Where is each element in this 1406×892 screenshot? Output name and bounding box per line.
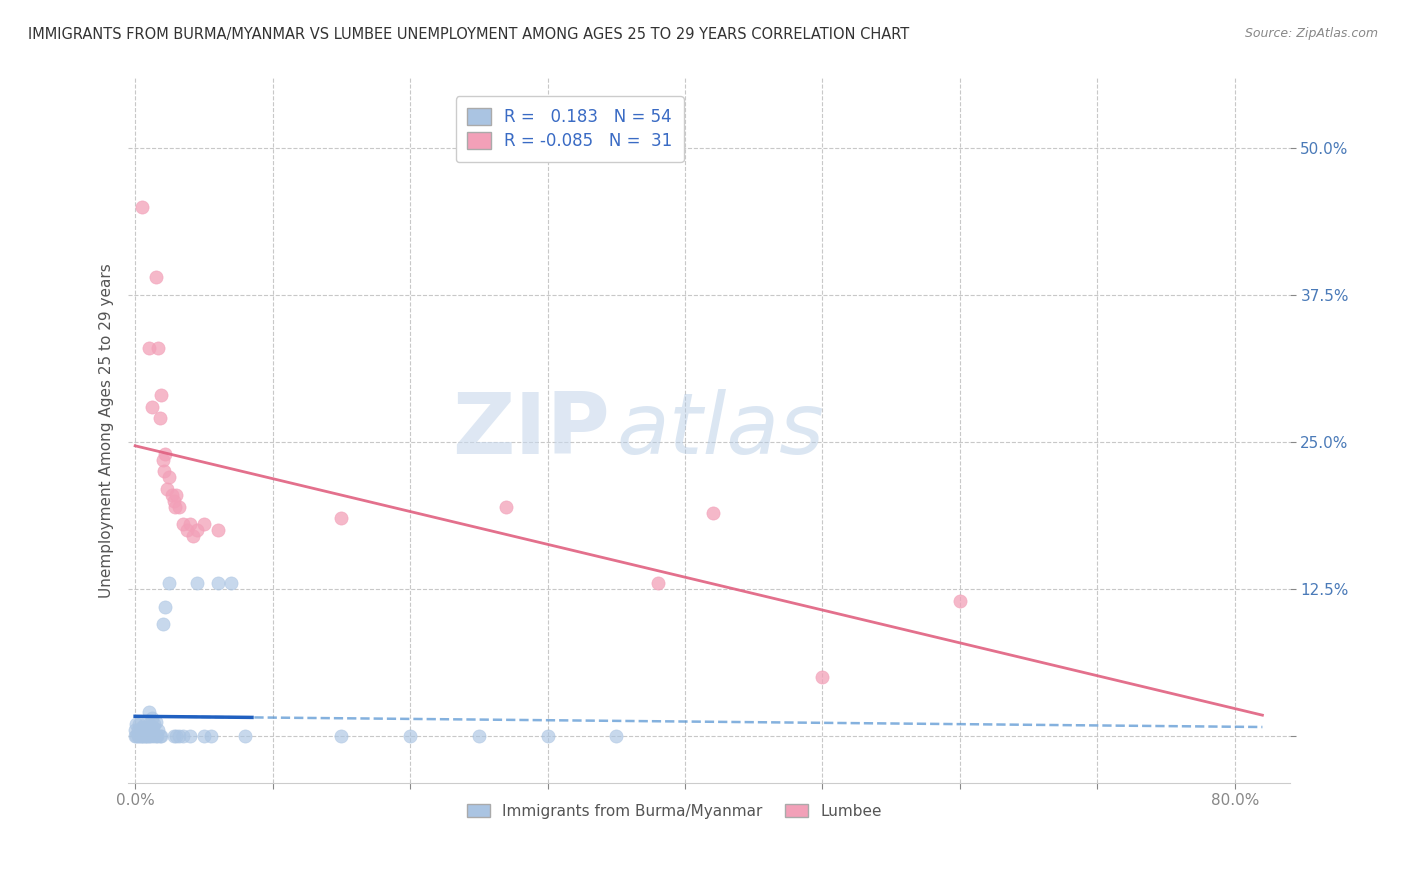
Point <box>179 517 201 532</box>
Point <box>159 470 181 484</box>
Text: Source: ZipAtlas.com: Source: ZipAtlas.com <box>1244 27 1378 40</box>
Point <box>145 270 167 285</box>
Point <box>129 723 152 738</box>
Point <box>233 729 256 743</box>
Point <box>148 341 170 355</box>
Point <box>176 523 198 537</box>
Point <box>536 729 558 743</box>
Point <box>179 729 201 743</box>
Point <box>131 729 153 743</box>
Point <box>128 717 150 731</box>
Point <box>155 447 177 461</box>
Text: IMMIGRANTS FROM BURMA/MYANMAR VS LUMBEE UNEMPLOYMENT AMONG AGES 25 TO 29 YEARS C: IMMIGRANTS FROM BURMA/MYANMAR VS LUMBEE … <box>28 27 910 42</box>
Point <box>142 720 165 734</box>
Point <box>152 452 174 467</box>
Point <box>399 729 422 743</box>
Point <box>125 717 148 731</box>
Point <box>181 529 204 543</box>
Point <box>155 599 177 614</box>
Point <box>146 729 169 743</box>
Point <box>150 388 173 402</box>
Point <box>186 576 208 591</box>
Point <box>193 517 215 532</box>
Point <box>200 729 222 743</box>
Point <box>330 511 353 525</box>
Point <box>162 493 184 508</box>
Point <box>125 729 148 743</box>
Point <box>149 411 172 425</box>
Point <box>647 576 669 591</box>
Text: ZIP: ZIP <box>453 389 610 472</box>
Point <box>136 723 159 738</box>
Point <box>150 729 173 743</box>
Point <box>207 576 229 591</box>
Point <box>139 729 162 743</box>
Point <box>142 729 165 743</box>
Y-axis label: Unemployment Among Ages 25 to 29 years: Unemployment Among Ages 25 to 29 years <box>100 263 114 598</box>
Point <box>165 488 187 502</box>
Point <box>172 517 194 532</box>
Point <box>156 482 179 496</box>
Point <box>128 729 150 743</box>
Point <box>167 729 190 743</box>
Point <box>135 720 157 734</box>
Point <box>134 729 156 743</box>
Point <box>153 464 176 478</box>
Point <box>605 729 627 743</box>
Point <box>131 200 153 214</box>
Point <box>186 523 208 537</box>
Point <box>148 723 170 738</box>
Point <box>124 729 146 743</box>
Point <box>167 500 190 514</box>
Point <box>162 488 184 502</box>
Point <box>138 341 160 355</box>
Point <box>163 500 186 514</box>
Point <box>145 729 167 743</box>
Point <box>145 714 167 729</box>
Point <box>138 706 160 720</box>
Point <box>143 717 166 731</box>
Legend: Immigrants from Burma/Myanmar, Lumbee: Immigrants from Burma/Myanmar, Lumbee <box>461 797 887 825</box>
Point <box>811 670 834 684</box>
Point <box>127 723 149 738</box>
Point <box>134 717 156 731</box>
Point <box>221 576 243 591</box>
Point <box>159 576 181 591</box>
Text: atlas: atlas <box>616 389 824 472</box>
Point <box>131 720 153 734</box>
Point <box>124 723 146 738</box>
Point <box>702 506 724 520</box>
Point <box>149 729 172 743</box>
Point <box>141 400 163 414</box>
Point <box>132 723 155 738</box>
Point <box>141 723 163 738</box>
Point <box>495 500 517 514</box>
Point <box>468 729 491 743</box>
Point <box>330 729 353 743</box>
Point <box>129 729 152 743</box>
Point <box>152 617 174 632</box>
Point <box>138 717 160 731</box>
Point <box>165 729 187 743</box>
Point <box>207 523 229 537</box>
Point <box>132 729 155 743</box>
Point <box>141 711 163 725</box>
Point <box>138 729 160 743</box>
Point <box>135 729 157 743</box>
Point <box>127 729 149 743</box>
Point <box>136 729 159 743</box>
Point <box>172 729 194 743</box>
Point <box>949 593 972 607</box>
Point <box>193 729 215 743</box>
Point <box>162 729 184 743</box>
